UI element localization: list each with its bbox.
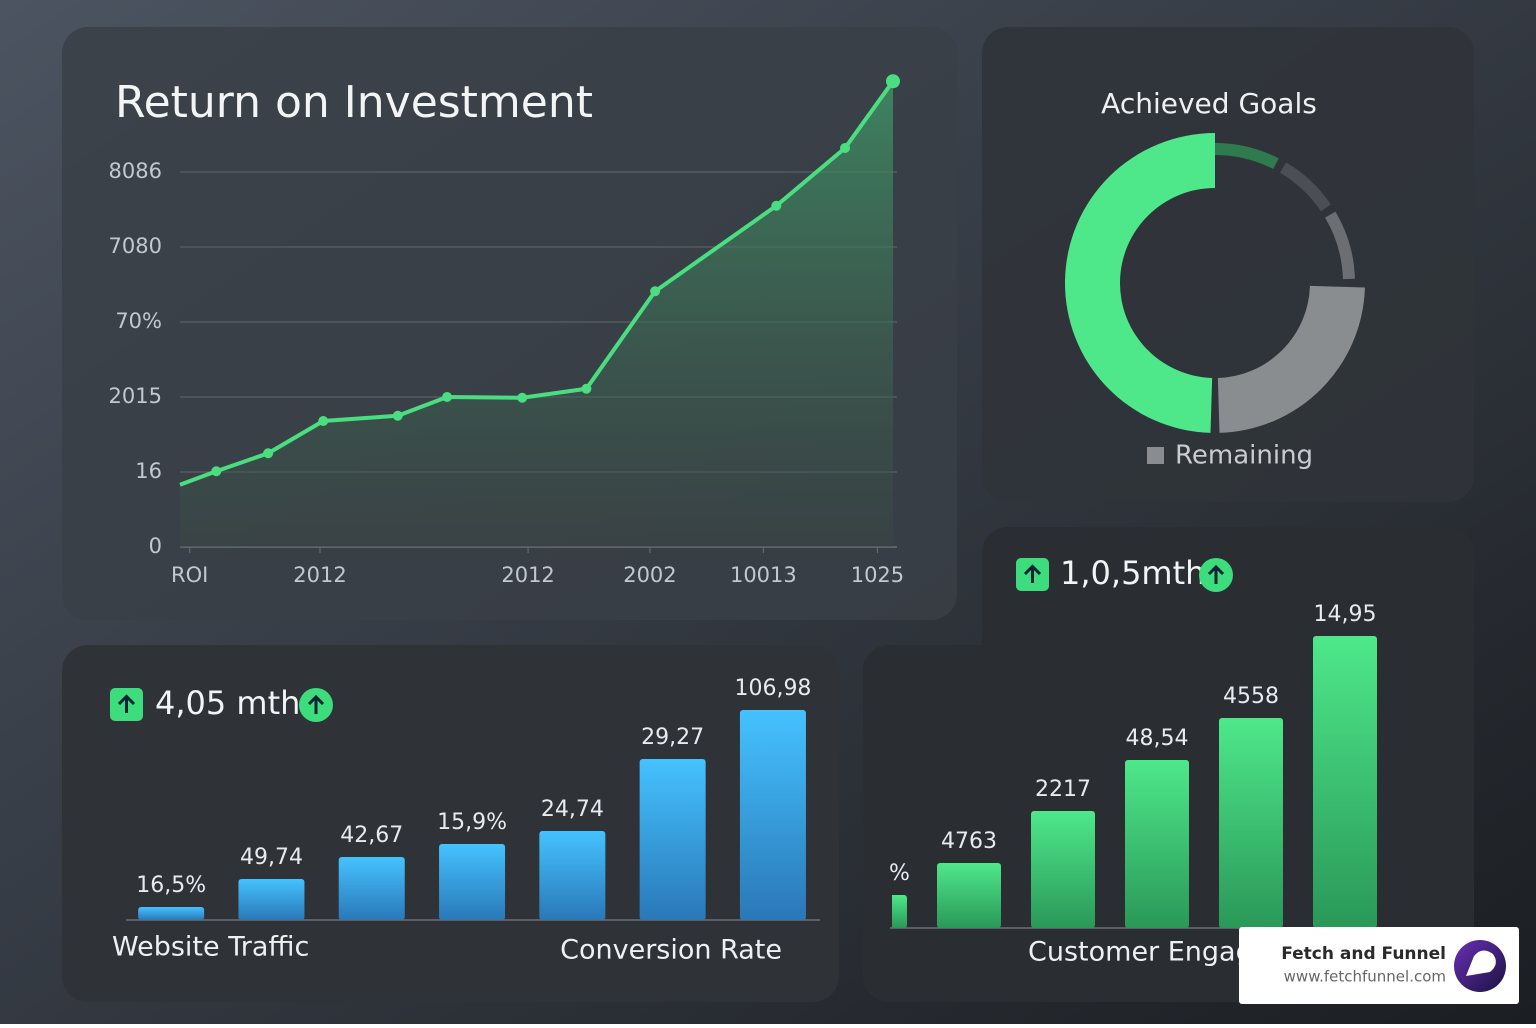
point xyxy=(263,448,274,459)
y-tick-label: 2015 xyxy=(109,384,162,408)
bar-label: 42,67 xyxy=(340,823,403,848)
point xyxy=(581,383,592,394)
line xyxy=(179,80,895,487)
bar-label: 24,74 xyxy=(541,797,604,822)
bar-label: 4558 xyxy=(1223,684,1279,709)
y-tick-label: 70% xyxy=(115,309,162,333)
arrow xyxy=(117,694,136,713)
y-tick-label: 0 xyxy=(149,534,162,558)
logo-shape xyxy=(1466,950,1496,976)
badge-name: Fetch and Funnel xyxy=(1281,944,1446,964)
bar xyxy=(892,895,907,928)
caption: Customer Engag xyxy=(1028,937,1253,968)
bar-label: % xyxy=(889,861,910,886)
headline: 4,05 mth xyxy=(155,684,300,722)
bar-label: 15,9% xyxy=(437,810,507,835)
x-tick-label: 10013 xyxy=(730,563,797,587)
x-tick-label: 2012 xyxy=(501,563,554,587)
bar xyxy=(639,759,706,920)
legend-label: Remaining xyxy=(1175,441,1313,471)
x-tick-label: 2002 xyxy=(623,563,676,587)
bar xyxy=(138,907,205,920)
y-tick-label: 7080 xyxy=(109,234,162,258)
donut-slice xyxy=(1215,143,1279,170)
chart-title: Achieved Goals xyxy=(1101,87,1317,120)
bar xyxy=(539,831,606,920)
bar-label: 106,98 xyxy=(734,676,811,701)
bar-label: 48,54 xyxy=(1126,726,1189,751)
point xyxy=(318,416,329,426)
badge-url: www.fetchfunnel.com xyxy=(1284,968,1446,986)
headline: 1,0,5mth xyxy=(1060,554,1205,592)
donut-slice xyxy=(1325,211,1355,280)
x-tick-label: 2012 xyxy=(293,563,346,587)
donut-slice xyxy=(1280,162,1331,212)
point xyxy=(840,143,851,153)
arrow xyxy=(1023,564,1042,583)
point xyxy=(886,74,900,89)
badge xyxy=(1239,927,1519,1004)
x-tick-label: 1025 xyxy=(851,563,904,587)
x-tick-label: ROI xyxy=(171,563,208,587)
y-tick-label: 16 xyxy=(135,459,162,483)
donut-slice xyxy=(1065,133,1215,433)
point xyxy=(650,286,661,297)
bar xyxy=(1313,636,1377,928)
bar-label: 49,74 xyxy=(240,845,303,870)
bar xyxy=(1125,760,1189,928)
y-tick-label: 8086 xyxy=(109,159,162,183)
area xyxy=(180,81,893,547)
bar-label: 16,5% xyxy=(136,873,206,898)
caption: Conversion Rate xyxy=(560,935,782,966)
bar xyxy=(739,710,806,920)
arrow xyxy=(1207,564,1225,584)
bar-label: 29,27 xyxy=(641,725,704,750)
bar xyxy=(1031,811,1095,928)
bar-label: 14,95 xyxy=(1314,602,1377,627)
chart-title: Return on Investment xyxy=(115,77,593,128)
point xyxy=(771,200,782,211)
bar xyxy=(238,879,305,920)
bar-label: 2217 xyxy=(1035,777,1091,802)
caption: Website Traffic xyxy=(112,932,309,963)
point xyxy=(392,410,403,421)
point xyxy=(211,466,222,477)
point xyxy=(517,392,528,403)
legend-swatch xyxy=(1147,447,1164,464)
bar xyxy=(937,863,1001,928)
bar-label: 4763 xyxy=(941,829,997,854)
bar xyxy=(439,844,506,920)
bar xyxy=(338,857,405,920)
arrow xyxy=(307,694,325,714)
point xyxy=(442,392,453,402)
bar xyxy=(1219,718,1283,928)
donut-slice xyxy=(1217,285,1365,433)
